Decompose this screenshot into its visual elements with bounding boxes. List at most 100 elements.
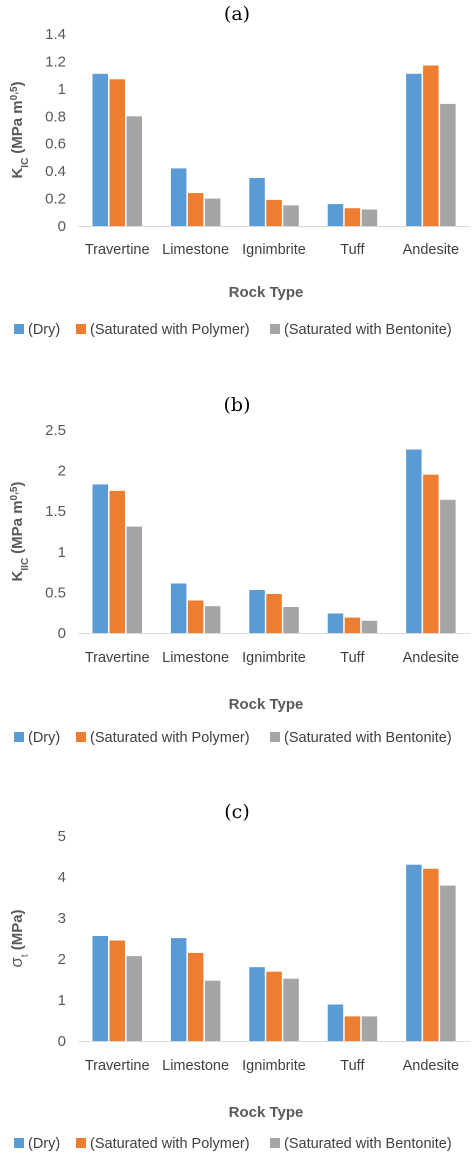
- bar-polymer-tuff: [344, 617, 361, 633]
- legend-swatch-polymer: [76, 1138, 86, 1148]
- y-tick-label: 1.5: [45, 503, 66, 520]
- category-label: Andesite: [403, 650, 459, 666]
- bar-bentonite-travertine: [126, 526, 142, 633]
- bar-dry-ignimbrite: [249, 967, 265, 1041]
- bar-dry-limestone: [170, 938, 187, 1041]
- legend-swatch-polymer: [76, 732, 86, 742]
- y-tick-label: 3: [58, 910, 66, 927]
- y-title-symbol: K: [9, 570, 26, 581]
- y-tick-label: 0.8: [45, 108, 66, 125]
- y-title-symbol: K: [9, 168, 26, 179]
- category-label: Ignimbrite: [242, 1058, 306, 1074]
- bar-polymer-limestone: [187, 600, 204, 633]
- panel-label: (b): [224, 394, 251, 416]
- y-tick-label: 4: [58, 869, 66, 886]
- bar-bentonite-ignimbrite: [283, 205, 299, 226]
- y-tick-label: 0: [58, 1033, 66, 1050]
- y-axis-title: KIIC (MPa m0,5): [9, 482, 31, 582]
- category-label: Andesite: [403, 242, 459, 258]
- bar-dry-ignimbrite: [249, 178, 265, 226]
- y-tick-label: 0.2: [45, 191, 66, 208]
- y-title-unit: (MPa): [9, 909, 26, 950]
- bar-polymer-tuff: [344, 1016, 361, 1041]
- bar-bentonite-tuff: [361, 620, 378, 633]
- y-title-subscript: IC: [20, 158, 31, 168]
- bar-polymer-ignimbrite: [266, 971, 282, 1041]
- y-tick-label: 5: [58, 828, 66, 845]
- bar-dry-travertine: [92, 936, 108, 1041]
- y-title-superscript: 0,5: [9, 486, 20, 500]
- chart-panel-1: (a) 0 0.2 0.4 0.6 0.8 1 1.2 1.4 Travertine Limesto…: [9, 3, 470, 338]
- category-label: Travertine: [85, 650, 150, 666]
- bar-dry-travertine: [92, 484, 108, 633]
- bar-polymer-ignimbrite: [266, 199, 282, 226]
- y-title-subscript: t: [20, 954, 31, 957]
- bar-bentonite-andesite: [440, 885, 456, 1041]
- y-tick-label: 1.4: [45, 26, 66, 43]
- legend-swatch-bentonite: [270, 1138, 280, 1148]
- bar-bentonite-ignimbrite: [283, 607, 299, 633]
- bar-polymer-andesite: [423, 65, 439, 226]
- bar-bentonite-travertine: [126, 116, 142, 226]
- bar-dry-andesite: [406, 864, 422, 1041]
- bar-polymer-limestone: [187, 952, 204, 1041]
- y-tick-label: 0.4: [45, 163, 66, 180]
- legend-label-bentonite: (Saturated with Bentonite): [284, 1136, 452, 1152]
- chart-panel-3: (c) 0 1 2 3 4 5 Travertine Limestone Ignimbrite Tu…: [7, 801, 470, 1152]
- bar-bentonite-andesite: [440, 499, 456, 633]
- category-label: Limestone: [162, 242, 229, 258]
- legend-swatch-dry: [14, 732, 24, 742]
- y-tick-label: 0.6: [45, 136, 66, 153]
- panel-label: (c): [224, 801, 249, 823]
- bar-polymer-andesite: [423, 474, 439, 633]
- y-tick-label: 0: [58, 625, 66, 642]
- y-tick-label: 1: [58, 81, 66, 98]
- bar-polymer-travertine: [109, 79, 125, 226]
- category-label: Tuff: [340, 1058, 365, 1074]
- y-title-superscript: 0,5: [9, 86, 20, 100]
- category-label: Travertine: [85, 1058, 150, 1074]
- x-axis-title: Rock Type: [229, 696, 304, 713]
- bar-dry-limestone: [170, 583, 187, 633]
- bar-bentonite-tuff: [361, 209, 378, 226]
- y-title-close: ): [9, 482, 26, 487]
- legend-swatch-bentonite: [270, 732, 280, 742]
- y-title-subscript: IIC: [20, 558, 31, 571]
- legend-label-polymer: (Saturated with Polymer): [90, 730, 250, 746]
- category-label: Ignimbrite: [242, 650, 306, 666]
- bar-dry-tuff: [327, 204, 344, 226]
- bar-bentonite-tuff: [361, 1016, 378, 1041]
- bar-bentonite-limestone: [204, 606, 221, 633]
- bar-dry-ignimbrite: [249, 590, 265, 633]
- bar-bentonite-limestone: [204, 980, 221, 1041]
- category-label: Limestone: [162, 1058, 229, 1074]
- y-tick-label: 1: [58, 544, 66, 561]
- legend-label-bentonite: (Saturated with Bentonite): [284, 730, 452, 746]
- y-axis-title: KIC (MPa m0,5): [9, 81, 31, 178]
- category-label: Tuff: [340, 650, 365, 666]
- bar-polymer-andesite: [423, 868, 439, 1041]
- legend-label-dry: (Dry): [28, 322, 60, 338]
- bar-polymer-tuff: [344, 208, 361, 226]
- bar-polymer-travertine: [109, 490, 125, 633]
- y-axis-title: σt (MPa): [7, 909, 31, 967]
- legend-swatch-dry: [14, 324, 24, 334]
- y-title-unit: (MPa m: [9, 100, 26, 153]
- bar-dry-limestone: [170, 168, 187, 226]
- category-label: Limestone: [162, 650, 229, 666]
- bar-dry-travertine: [92, 73, 108, 226]
- legend-label-dry: (Dry): [28, 730, 60, 746]
- y-title-unit: (MPa m: [9, 500, 26, 553]
- category-label: Andesite: [403, 1058, 459, 1074]
- y-tick-label: 0: [58, 218, 66, 235]
- y-tick-label: 2: [58, 951, 66, 968]
- panel-label: (a): [224, 3, 250, 25]
- legend-label-polymer: (Saturated with Polymer): [90, 1136, 250, 1152]
- legend-swatch-bentonite: [270, 324, 280, 334]
- chart-panel-2: (b) 0 0.5 1 1.5 2 2.5 Travertine Limestone Ignimb…: [9, 394, 470, 746]
- x-axis-title: Rock Type: [229, 1104, 304, 1121]
- bar-dry-tuff: [327, 613, 344, 633]
- bar-dry-tuff: [327, 1004, 344, 1041]
- bar-polymer-travertine: [109, 940, 125, 1041]
- y-tick-label: 1: [58, 992, 66, 1009]
